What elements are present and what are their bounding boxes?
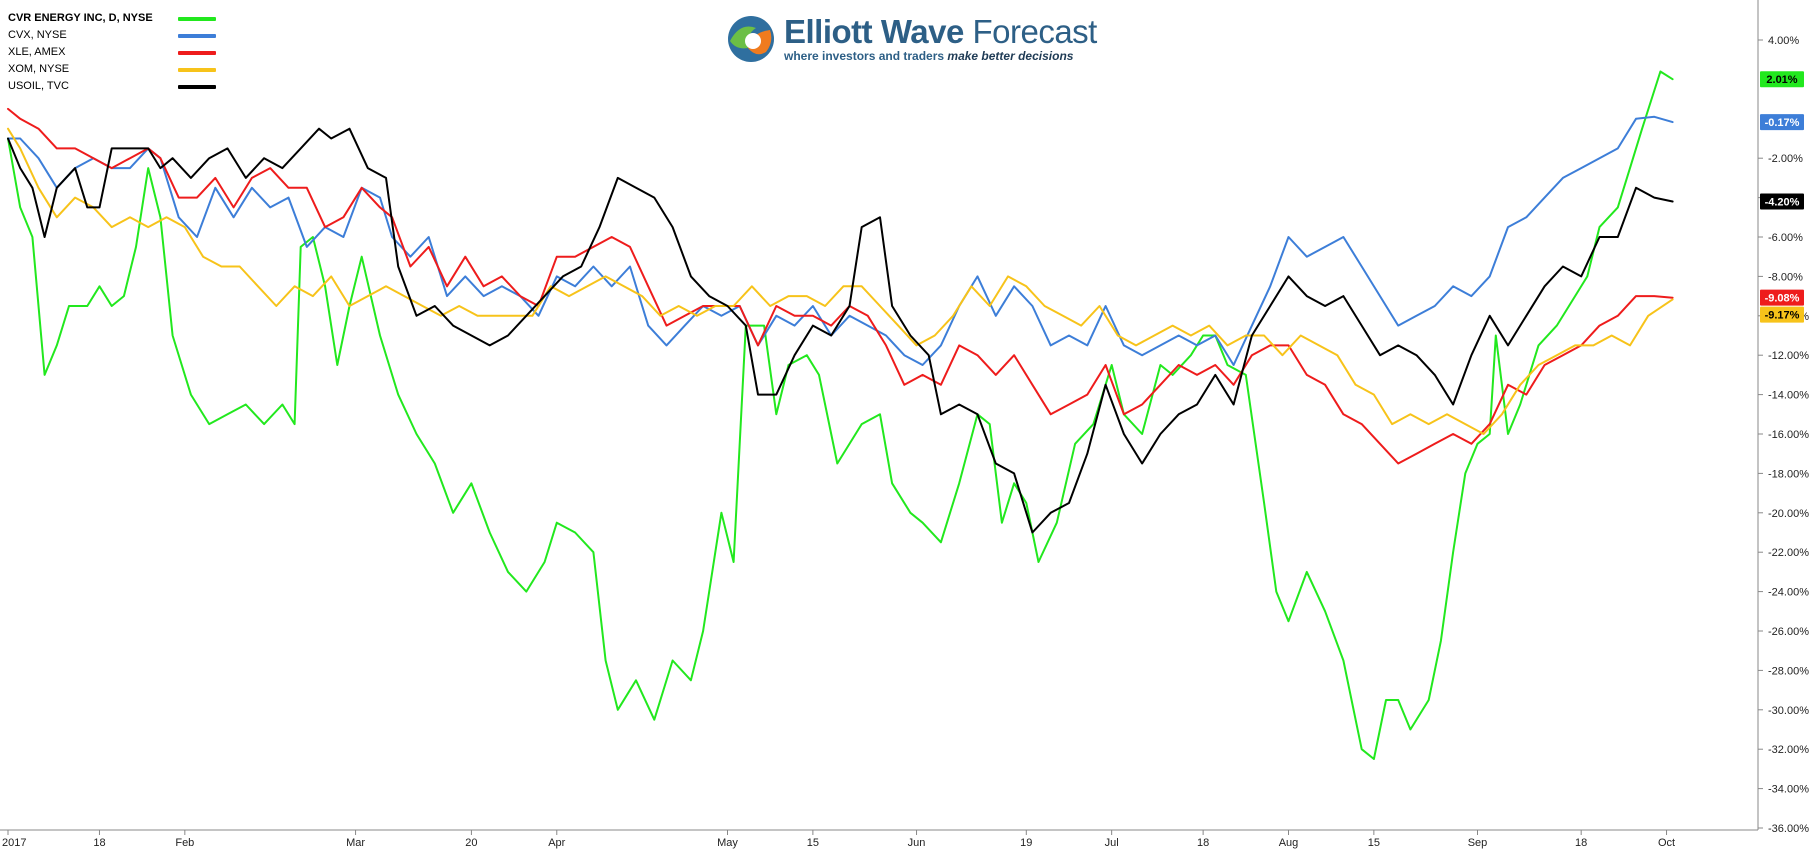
x-tick-label: Jul: [1105, 837, 1119, 849]
series-layer: [7, 70, 1674, 760]
series-line-0: [7, 70, 1674, 760]
price-axis: 4.00%-2.00%-4.00%-6.00%-8.00%-10.00%-12.…: [1758, 35, 1809, 835]
last-value-badge: [1760, 289, 1804, 306]
last-value-label: -4.20%: [1765, 197, 1800, 209]
legend-swatch: [178, 16, 216, 21]
y-tick-label: -26.00%: [1768, 626, 1809, 638]
last-value-badge: [1760, 193, 1804, 210]
y-tick-label: -18.00%: [1768, 468, 1809, 480]
y-tick-label: -36.00%: [1768, 823, 1809, 835]
legend: CVR ENERGY INC, D, NYSE CVX, NYSE XLE, A…: [8, 10, 216, 95]
y-tick-label: -32.00%: [1768, 744, 1809, 756]
x-tick-label: Feb: [175, 837, 194, 849]
x-tick-label: Aug: [1279, 837, 1299, 849]
logo-tagline-plain: where investors and traders: [784, 48, 948, 63]
series-line-2: [7, 107, 1674, 465]
x-tick-label: 18: [1197, 837, 1209, 849]
last-value-badge: [1760, 306, 1804, 323]
logo-tagline-emphasis: make better decisions: [947, 48, 1074, 63]
y-tick-label: -30.00%: [1768, 705, 1809, 717]
legend-label: CVX, NYSE: [8, 29, 67, 41]
x-tick-label: Oct: [1658, 837, 1675, 849]
x-tick-label: 18: [93, 837, 105, 849]
x-tick-label: 2017: [2, 837, 26, 849]
y-tick-label: -6.00%: [1768, 232, 1803, 244]
last-value-label: -9.08%: [1765, 293, 1800, 305]
legend-item-xle: XLE, AMEX: [8, 44, 216, 61]
last-value-label: 2.01%: [1766, 74, 1797, 86]
series-line-4: [7, 127, 1674, 534]
logo-title-bold: Elliott Wave: [784, 12, 964, 50]
last-value-labels: 2.01% -0.17% -4.20% -9.08% -9.17%: [1760, 71, 1804, 323]
x-tick-label: 19: [1020, 837, 1032, 849]
legend-label: XOM, NYSE: [8, 63, 70, 75]
legend-item-xom: XOM, NYSE: [8, 61, 216, 78]
wave-globe-icon: [728, 16, 774, 62]
y-tick-label: -34.00%: [1768, 784, 1809, 796]
last-value-badge: [1760, 71, 1804, 88]
last-value-label: -0.17%: [1765, 117, 1800, 129]
legend-label: CVR ENERGY INC, D, NYSE: [8, 12, 153, 24]
x-tick-label: 15: [807, 837, 819, 849]
x-tick-label: Mar: [346, 837, 365, 849]
logo-title-thin: Forecast: [963, 12, 1097, 50]
y-tick-label: -8.00%: [1768, 271, 1803, 283]
series-line-3: [7, 127, 1674, 435]
y-tick-label: -24.00%: [1768, 587, 1809, 599]
legend-swatch: [178, 33, 216, 38]
x-tick-label: 15: [1368, 837, 1380, 849]
last-value-badge: [1760, 114, 1804, 131]
brand-logo: Elliott Wave Forecast where investors an…: [726, 14, 1097, 64]
y-tick-label: -28.00%: [1768, 665, 1809, 677]
series-line-1: [7, 115, 1674, 366]
legend-swatch: [178, 50, 216, 55]
legend-label: XLE, AMEX: [8, 46, 66, 58]
y-tick-label: -22.00%: [1768, 547, 1809, 559]
legend-swatch: [178, 84, 216, 89]
y-tick-label: -16.00%: [1768, 429, 1809, 441]
time-axis: 2017 18 Feb Mar 20 Apr May 15 Jun 19 Jul 18 Aug 15 Sep…: [2, 830, 1675, 849]
last-value-label: -9.17%: [1765, 310, 1800, 322]
y-tick-label: 4.00%: [1768, 35, 1799, 47]
y-tick-label: -2.00%: [1768, 153, 1803, 165]
logo-title: Elliott Wave Forecast: [784, 12, 1097, 50]
y-tick-label: -14.00%: [1768, 390, 1809, 402]
legend-item-cvx: CVX, NYSE: [8, 27, 216, 44]
x-tick-label: 18: [1575, 837, 1587, 849]
legend-item-cvi: CVR ENERGY INC, D, NYSE: [8, 10, 216, 27]
legend-swatch: [178, 67, 216, 72]
logo-text: Elliott Wave Forecast where investors an…: [784, 12, 1097, 64]
x-tick-label: Jun: [908, 837, 926, 849]
legend-item-usoil: USOIL, TVC: [8, 78, 216, 95]
y-tick-label: -12.00%: [1768, 350, 1809, 362]
legend-label: USOIL, TVC: [8, 80, 69, 92]
x-tick-label: Sep: [1468, 837, 1488, 849]
logo-tagline: where investors and traders make better …: [784, 49, 1097, 64]
y-tick-label: -20.00%: [1768, 508, 1809, 520]
x-tick-label: Apr: [548, 837, 565, 849]
x-tick-label: May: [717, 837, 738, 849]
x-tick-label: 20: [465, 837, 477, 849]
